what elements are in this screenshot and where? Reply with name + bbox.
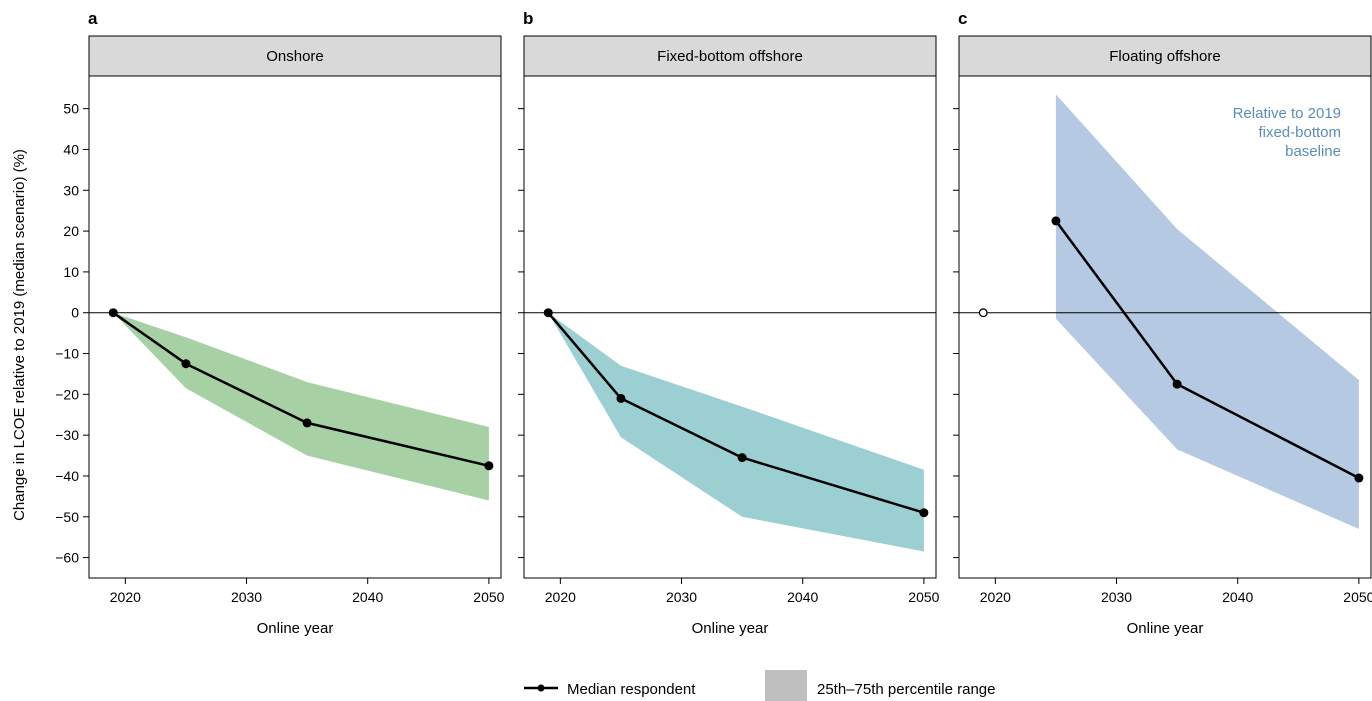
median-point xyxy=(737,453,747,463)
y-tick-label: −10 xyxy=(55,346,79,362)
median-point xyxy=(616,393,626,403)
panel-letter: c xyxy=(958,9,967,28)
y-tick-label: 40 xyxy=(63,141,79,157)
median-point xyxy=(181,359,191,369)
y-tick-label: −40 xyxy=(55,468,79,484)
y-axis-title: Change in LCOE relative to 2019 (median … xyxy=(11,149,28,521)
x-axis-title: Online year xyxy=(692,620,769,637)
panel-strip xyxy=(523,35,937,77)
panel-c: c Floating offshore 2020 2030 2040 2050 Online… xyxy=(953,9,1372,637)
baseline-open-point xyxy=(978,308,988,318)
y-tick-label: −20 xyxy=(55,386,79,402)
plot-frame xyxy=(88,75,502,579)
x-tick-label: 2020 xyxy=(110,589,141,605)
plot-frame xyxy=(958,75,1372,579)
x-tick-label: 2040 xyxy=(352,589,383,605)
panel-a: a Onshore 50 40 30 20 10 0 −10 −20 −30 −40 −50 −60 202… xyxy=(55,9,504,637)
median-point xyxy=(302,418,312,428)
panel-strip xyxy=(88,35,502,77)
x-axis-title: Online year xyxy=(257,620,334,637)
median-line xyxy=(547,311,925,514)
x-tick-label: 2030 xyxy=(1101,589,1132,605)
x-tick-label: 2030 xyxy=(231,589,262,605)
x-tick-label: 2020 xyxy=(545,589,576,605)
y-tick-label: −60 xyxy=(55,550,79,566)
x-tick-label: 2040 xyxy=(787,589,818,605)
legend-median-swatch xyxy=(524,684,558,692)
median-point xyxy=(108,308,118,318)
y-tick-label: 30 xyxy=(63,182,79,198)
plot-frame xyxy=(523,75,937,579)
percentile-band xyxy=(548,312,924,552)
panel-title: Onshore xyxy=(266,48,324,65)
legend-median-label: Median respondent xyxy=(567,681,696,698)
y-tick-label: −30 xyxy=(55,427,79,443)
x-tick-label: 2050 xyxy=(1343,589,1372,605)
x-axis-title: Online year xyxy=(1127,620,1204,637)
y-tick-label: 20 xyxy=(63,223,79,239)
panel-letter: a xyxy=(88,9,98,28)
x-tick-label: 2030 xyxy=(666,589,697,605)
y-tick-label: 10 xyxy=(63,264,79,280)
legend-range-swatch xyxy=(765,670,807,701)
panel-annotation: Relative to 2019 fixed-bottom baseline xyxy=(1233,105,1341,160)
median-point xyxy=(1172,379,1182,389)
median-point xyxy=(1354,473,1364,483)
panel-letter: b xyxy=(523,9,533,28)
panel-b: b Fixed-bottom offshore 2020 2030 2040 2050 On… xyxy=(518,9,940,637)
median-point xyxy=(543,308,553,318)
panels: a Onshore 50 40 30 20 10 0 −10 −20 −30 −40 −50 −60 202… xyxy=(55,9,1372,637)
median-point xyxy=(919,508,929,518)
y-tick-label: 50 xyxy=(63,101,79,117)
panel-strip xyxy=(958,35,1372,77)
x-tick-label: 2050 xyxy=(473,589,504,605)
panel-title: Floating offshore xyxy=(1109,48,1220,65)
median-line xyxy=(112,311,490,468)
x-tick-label: 2020 xyxy=(980,589,1011,605)
y-tick-label: 0 xyxy=(71,305,79,321)
median-point xyxy=(484,461,494,471)
percentile-band xyxy=(113,312,489,501)
percentile-band xyxy=(1055,94,1359,530)
panel-title: Fixed-bottom offshore xyxy=(657,48,803,65)
x-tick-label: 2050 xyxy=(908,589,939,605)
x-tick-label: 2040 xyxy=(1222,589,1253,605)
y-tick-label: −50 xyxy=(55,509,79,525)
median-point xyxy=(1051,216,1061,226)
legend: Median respondent 25th–75th percentile r… xyxy=(524,670,995,701)
legend-range-label: 25th–75th percentile range xyxy=(817,681,995,698)
